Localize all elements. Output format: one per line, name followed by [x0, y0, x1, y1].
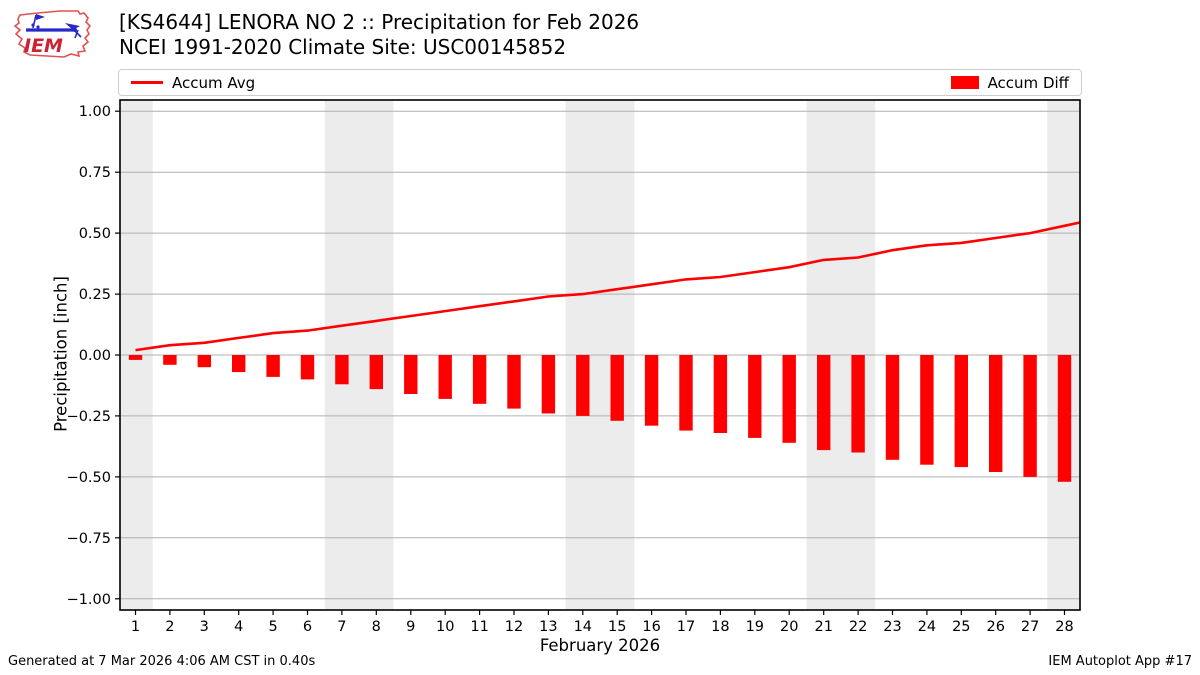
accum-diff-bar	[300, 355, 315, 380]
x-tick-label: 17	[677, 619, 695, 635]
accum-diff-label: Accum Diff	[987, 73, 1069, 92]
x-tick-label: 5	[268, 619, 277, 635]
y-tick-label: 0.50	[79, 226, 111, 242]
x-tick-label: 4	[234, 619, 243, 635]
x-tick-label: 6	[303, 619, 312, 635]
accum-avg-line	[135, 221, 1081, 352]
y-tick-label: 0.00	[79, 348, 111, 364]
x-tick-label: 23	[883, 619, 901, 635]
chart-title-block: [KS4644] LENORA NO 2 :: Precipitation fo…	[119, 10, 639, 60]
accum-diff-bar	[782, 355, 796, 443]
x-tick-label: 13	[539, 619, 557, 635]
x-tick-label: 12	[505, 619, 523, 635]
accum-diff-bar	[541, 355, 556, 414]
accum-diff-bar	[404, 355, 418, 394]
x-tick-label: 26	[986, 619, 1004, 635]
x-tick-label: 7	[337, 619, 346, 635]
accum-diff-bar	[232, 355, 246, 373]
accum-diff-bar-swatch	[950, 76, 979, 89]
y-tick-label: −0.50	[67, 470, 111, 486]
x-tick-label: 27	[1021, 619, 1039, 635]
accum-diff-bar	[369, 355, 383, 390]
x-tick-label: 21	[814, 619, 832, 635]
accum-diff-bar	[197, 355, 211, 368]
x-tick-label: 24	[918, 619, 936, 635]
accum-diff-bar	[507, 355, 521, 409]
y-tick-label: 1.00	[79, 104, 111, 120]
x-tick-label: 1	[131, 619, 140, 635]
iem-logo: IEM	[13, 10, 92, 58]
accum-diff-bar	[128, 355, 143, 360]
x-tick-label: 2	[165, 619, 174, 635]
x-axis-label: February 2026	[539, 636, 661, 655]
x-tick-label: 8	[372, 619, 381, 635]
iem-logo-text: IEM	[24, 35, 63, 57]
accum-diff-bar	[851, 355, 865, 453]
x-tick-label: 25	[952, 619, 970, 635]
accum-diff-bar	[163, 355, 177, 365]
accum-avg-label: Accum Avg	[172, 73, 256, 92]
accum-diff-bar	[885, 355, 900, 460]
x-tick-label: 20	[780, 619, 798, 635]
app-credit: IEM Autoplot App #17	[1048, 654, 1192, 669]
accum-diff-bar	[266, 355, 280, 377]
y-tick-label: 0.25	[79, 287, 111, 303]
y-tick-label: −0.25	[67, 409, 111, 425]
y-tick-label: −1.00	[67, 592, 111, 608]
x-tick-label: 16	[642, 619, 660, 635]
generated-timestamp: Generated at 7 Mar 2026 4:06 AM CST in 0…	[8, 654, 316, 669]
legend-item-accum-avg: Accum Avg	[131, 74, 255, 92]
accum-diff-bar	[713, 355, 728, 433]
x-tick-label: 22	[849, 619, 867, 635]
weather-vane-icon	[26, 14, 82, 39]
accum-diff-bar	[748, 355, 762, 438]
accum-diff-bar	[679, 355, 693, 431]
accum-diff-bar	[989, 355, 1003, 472]
accum-diff-bar	[438, 355, 452, 399]
chart-subtitle: NCEI 1991-2020 Climate Site: USC00145852	[119, 35, 567, 59]
accum-diff-bar	[920, 355, 934, 465]
legend-item-accum-diff: Accum Diff	[950, 73, 1069, 92]
accum-diff-bar	[1057, 355, 1072, 482]
x-tick-label: 10	[436, 619, 454, 635]
x-tick-label: 11	[470, 619, 488, 635]
x-tick-label: 14	[574, 619, 592, 635]
legend: Accum Avg Accum Diff	[118, 69, 1082, 96]
x-tick-label: 18	[711, 619, 729, 635]
accum-diff-bar	[576, 355, 590, 416]
accum-avg-line-swatch	[131, 81, 163, 84]
accum-diff-bar	[954, 355, 968, 468]
accum-diff-bar	[335, 355, 349, 385]
accum-diff-bar	[817, 355, 831, 451]
chart-title: [KS4644] LENORA NO 2 :: Precipitation fo…	[119, 10, 640, 34]
plot-border	[119, 99, 1081, 611]
x-tick-label: 28	[1055, 619, 1073, 635]
accum-diff-bar	[610, 355, 624, 421]
y-axis-label: Precipitation [inch]	[51, 276, 71, 432]
y-tick-label: 0.75	[79, 165, 111, 181]
accum-diff-bar	[472, 355, 487, 404]
x-tick-label: 9	[406, 619, 415, 635]
x-tick-label: 3	[200, 619, 209, 635]
x-tick-label: 19	[746, 619, 764, 635]
accum-diff-bar	[1023, 355, 1037, 477]
x-tick-label: 15	[608, 619, 626, 635]
y-tick-label: −0.75	[67, 531, 111, 547]
accum-diff-bar	[644, 355, 659, 426]
